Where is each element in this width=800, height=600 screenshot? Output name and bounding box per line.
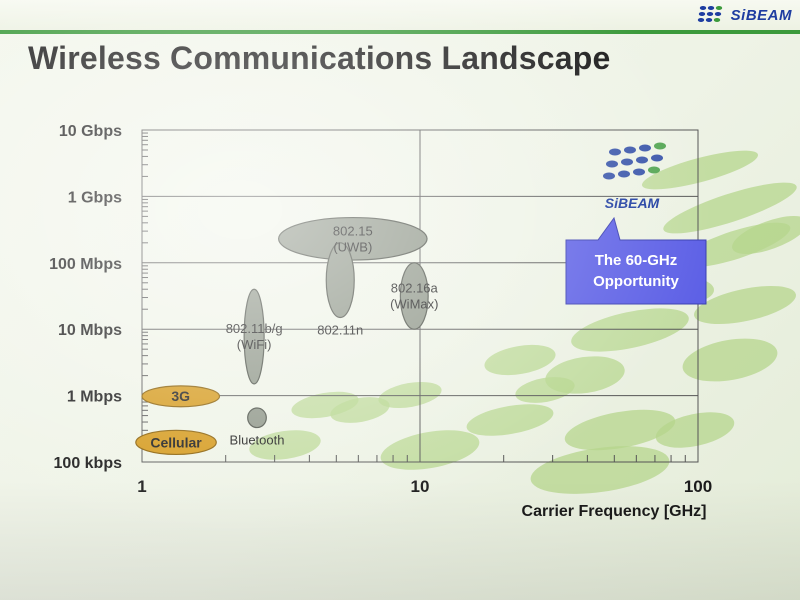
y-tick-label: 100 kbps bbox=[54, 455, 123, 472]
y-tick-label: 10 Mbps bbox=[58, 322, 122, 339]
label-802-16a-wimax: 802.16a bbox=[391, 281, 439, 296]
y-tick-label: 1 Gbps bbox=[68, 189, 122, 206]
y-tick-label: 1 Mbps bbox=[67, 389, 122, 406]
technology-labels: 802.15(UWB) 802.11n 802.16a(WiMax) 802.11b/… bbox=[150, 223, 438, 450]
label-802-11b-g-wifi: 802.11b/g bbox=[226, 321, 283, 336]
y-tick-label: 10 Gbps bbox=[59, 123, 122, 140]
decor-ellipse bbox=[682, 338, 778, 382]
label-802-15-uwb: 802.15 bbox=[333, 223, 373, 238]
decor-ellipse bbox=[571, 308, 689, 352]
decor-ellipse bbox=[466, 404, 554, 436]
decor-ellipse bbox=[484, 344, 556, 376]
label-802-16a-wimax: (WiMax) bbox=[390, 297, 438, 312]
callout-line-2: Opportunity bbox=[593, 273, 679, 290]
label-cellular: Cellular bbox=[150, 434, 202, 450]
y-tick-labels: 100 kbps 1 Mbps 10 Mbps 100 Mbps 1 Gbps 10 Gb… bbox=[49, 123, 122, 472]
callout-line-1: The 60-GHz bbox=[595, 252, 678, 269]
decor-ellipse bbox=[530, 446, 670, 494]
label-802-11b-g-wifi: (WiFi) bbox=[237, 337, 272, 352]
watermark-brand: SiBEAM bbox=[605, 195, 660, 211]
x-tick-label: 10 bbox=[411, 477, 430, 496]
x-axis-label: Carrier Frequency [GHz] bbox=[522, 503, 707, 520]
y-tick-label: 100 Mbps bbox=[49, 256, 122, 273]
decor-ellipse bbox=[380, 430, 480, 470]
label-802-15-uwb: (UWB) bbox=[333, 239, 372, 254]
ellipse-bluetooth bbox=[247, 407, 267, 429]
label-3g: 3G bbox=[171, 388, 190, 404]
label-bluetooth: Bluetooth bbox=[230, 433, 285, 448]
x-tick-label: 100 bbox=[684, 477, 712, 496]
x-tick-label: 1 bbox=[137, 477, 146, 496]
label-802-11n: 802.11n bbox=[317, 323, 363, 338]
